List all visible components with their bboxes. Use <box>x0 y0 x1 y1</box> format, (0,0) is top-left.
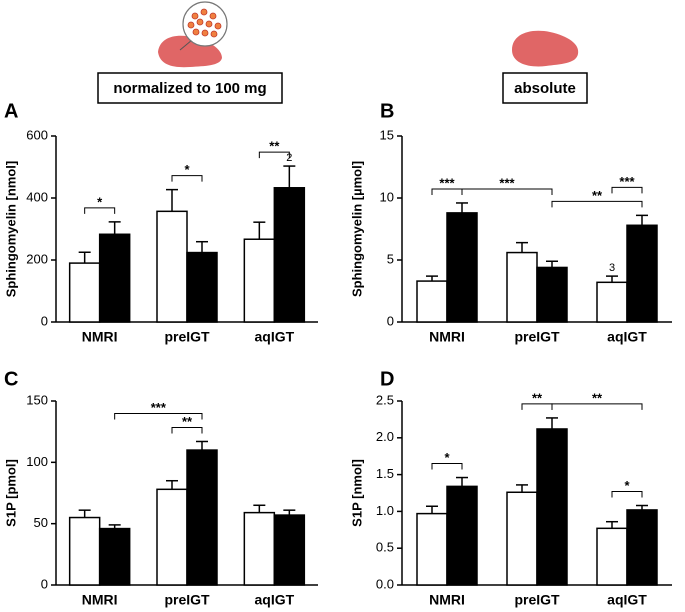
x-tick-label: NMRI <box>429 592 465 608</box>
y-axis-label: Sphingomyelin [nmol] <box>3 161 18 298</box>
significance-label: *** <box>151 400 167 415</box>
significance-bracket <box>171 175 203 182</box>
box-label: absolute <box>514 80 576 97</box>
significance-label: * <box>184 162 190 177</box>
significance-label: ** <box>592 390 603 405</box>
bar <box>243 511 276 586</box>
y-axis-label: Sphingomyelin [µmol] <box>349 161 364 297</box>
bar <box>626 509 658 586</box>
bar <box>536 266 568 323</box>
y-axis-label: S1P [pmol] <box>3 459 18 527</box>
box-label: normalized to 100 mg <box>113 80 266 97</box>
significance-label: ** <box>532 390 543 405</box>
bar <box>243 238 276 323</box>
y-tick-label: 10 <box>380 189 394 204</box>
significance-bracket <box>551 403 643 410</box>
y-tick-label: 0.5 <box>376 540 394 555</box>
bar <box>273 187 306 323</box>
bar <box>596 281 628 323</box>
significance-label: ** <box>182 414 193 429</box>
bar <box>68 516 101 586</box>
label-box <box>502 72 588 104</box>
bar <box>156 210 188 323</box>
bar <box>536 428 568 586</box>
x-tick-label: aqIGT <box>254 592 294 608</box>
y-tick-label: 5 <box>387 251 394 266</box>
significance-label: * <box>444 450 450 465</box>
panel-label: D <box>380 368 394 390</box>
y-tick-label: 600 <box>26 127 48 142</box>
panel-label: B <box>380 100 394 122</box>
significance-bracket <box>431 463 463 470</box>
x-tick-label: NMRI <box>82 329 118 345</box>
bar <box>186 449 218 586</box>
y-tick-label: 15 <box>380 127 394 142</box>
significance-bracket <box>114 412 203 420</box>
x-tick-label: aqIGT <box>254 329 294 345</box>
bar <box>506 491 538 586</box>
significance-label: *** <box>499 175 515 190</box>
x-tick-label: NMRI <box>429 329 465 345</box>
significance-label: ** <box>269 139 280 154</box>
y-tick-label: 0 <box>41 576 48 591</box>
x-tick-label: preIGT <box>164 592 210 608</box>
significance-bracket <box>84 207 116 214</box>
bar <box>506 251 538 323</box>
label-box <box>97 72 283 104</box>
y-tick-label: 200 <box>26 251 48 266</box>
liver-icon-left <box>158 1 228 68</box>
y-tick-label: 100 <box>26 454 48 469</box>
bar <box>596 527 628 586</box>
significance-bracket <box>611 491 643 498</box>
bar <box>416 280 448 323</box>
bar <box>626 224 658 323</box>
significance-label: *** <box>619 174 635 189</box>
significance-label: *** <box>439 175 455 190</box>
y-tick-label: 1.5 <box>376 466 394 481</box>
x-tick-label: preIGT <box>514 592 560 608</box>
y-tick-label: 0.0 <box>376 576 394 591</box>
y-tick-label: 0 <box>387 313 394 328</box>
bar <box>98 233 131 323</box>
sample-size-note: 3 <box>609 262 615 274</box>
bar <box>156 488 188 586</box>
significance-bracket <box>461 188 553 195</box>
x-tick-label: aqIGT <box>607 592 647 608</box>
panel-label: C <box>4 368 18 390</box>
y-tick-label: 2.5 <box>376 392 394 407</box>
significance-bracket <box>551 200 643 208</box>
y-tick-label: 400 <box>26 189 48 204</box>
bar <box>186 251 218 323</box>
significance-label: * <box>97 194 103 209</box>
y-tick-label: 0 <box>41 313 48 328</box>
significance-bracket <box>258 151 290 159</box>
y-tick-label: 150 <box>26 392 48 407</box>
x-tick-label: preIGT <box>164 329 210 345</box>
significance-bracket <box>611 186 643 194</box>
bar <box>416 512 448 586</box>
x-tick-label: preIGT <box>514 329 560 345</box>
bar <box>446 485 478 586</box>
bar <box>68 262 101 323</box>
bar <box>273 514 306 586</box>
y-tick-label: 2.0 <box>376 429 394 444</box>
x-tick-label: NMRI <box>82 592 118 608</box>
panel-label: A <box>4 100 18 122</box>
y-tick-label: 1.0 <box>376 503 394 518</box>
y-axis-label: S1P [nmol] <box>349 459 364 527</box>
x-tick-label: aqIGT <box>607 329 647 345</box>
significance-label: * <box>624 478 630 493</box>
liver-icon-right <box>512 30 579 67</box>
significance-bracket <box>171 426 203 434</box>
bar <box>98 527 131 586</box>
significance-label: ** <box>592 188 603 203</box>
y-tick-label: 50 <box>34 515 48 530</box>
bar <box>446 212 478 323</box>
